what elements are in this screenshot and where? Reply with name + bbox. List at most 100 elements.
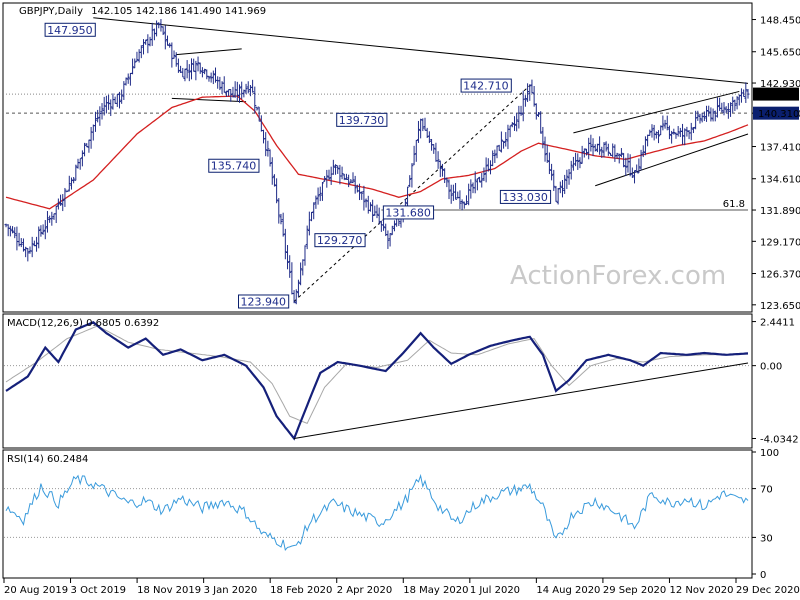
- price-bar: [283, 228, 287, 260]
- price-bar: [696, 110, 700, 121]
- price-bar: [120, 89, 124, 104]
- price-bar: [63, 187, 67, 207]
- price-bar: [425, 127, 429, 138]
- price-bar: [342, 173, 346, 181]
- price-bar: [591, 138, 595, 157]
- annotation-label: 129.270: [317, 234, 363, 247]
- price-bar: [408, 175, 412, 188]
- price-bar: [735, 96, 739, 110]
- price-bar: [589, 134, 593, 152]
- price-bar: [65, 190, 69, 193]
- price-bar: [24, 246, 28, 258]
- price-bar: [432, 144, 436, 154]
- price-bar: [37, 226, 41, 249]
- rsi-line: [5, 473, 749, 551]
- price-bar: [622, 152, 626, 168]
- price-bar: [8, 225, 12, 237]
- price-bar: [676, 126, 680, 137]
- price-bar: [194, 60, 198, 81]
- annotation-label: 133.030: [502, 191, 548, 204]
- price-bar: [729, 102, 733, 117]
- price-bar: [45, 211, 49, 233]
- price-bar: [115, 94, 119, 107]
- price-bar: [200, 67, 204, 78]
- watermark: ActionForex.com: [510, 261, 726, 291]
- price-axis-label: 131.890: [760, 206, 800, 217]
- price-bar: [41, 224, 45, 235]
- price-bar: [281, 212, 285, 237]
- price-bar: [61, 194, 65, 212]
- price-bar: [563, 174, 567, 194]
- price-axis: 148.450 145.650 142.930 140.310 137.410 134.6…: [752, 16, 800, 312]
- price-bar: [667, 125, 671, 140]
- date-label: 2 Apr 2020: [337, 585, 392, 596]
- price-bar: [187, 64, 191, 82]
- trendline-jan-2020-flag-upper: [176, 48, 242, 56]
- price-bar: [183, 68, 187, 82]
- price-bar: [661, 115, 665, 131]
- current-price-box: [753, 87, 799, 101]
- price-bar: [312, 202, 316, 220]
- price-bar: [109, 99, 113, 117]
- price-bar: [392, 220, 396, 232]
- price-bar: [218, 76, 222, 91]
- price-bar: [50, 211, 54, 226]
- symbol-info: GBPJPY,Daily: [19, 6, 83, 17]
- annotation-box: [238, 294, 290, 309]
- price-bar: [672, 128, 676, 135]
- price-bar: [229, 89, 233, 102]
- price-bar: [659, 125, 663, 136]
- price-bar: [135, 51, 139, 62]
- price-bar: [691, 127, 695, 134]
- price-bar: [665, 115, 669, 131]
- price-bar: [347, 174, 351, 188]
- price-bar: [98, 106, 102, 126]
- price-bar: [615, 152, 619, 159]
- price-bar: [268, 149, 272, 167]
- date-label: 29 Sep 2020: [603, 585, 666, 596]
- price-bar: [613, 144, 617, 162]
- price-bar: [454, 182, 458, 200]
- price-bar: [523, 95, 527, 107]
- price-bar: [598, 136, 602, 155]
- price-bar: [406, 186, 410, 206]
- price-bar: [349, 179, 353, 184]
- price-bar: [266, 140, 270, 157]
- price-bar: [532, 85, 536, 107]
- price-bar: [327, 169, 331, 180]
- date-label: 18 Feb 2020: [270, 585, 332, 596]
- price-bar: [648, 129, 652, 136]
- price-bar: [508, 125, 512, 138]
- price-bar: [172, 50, 176, 59]
- price-bar: [445, 177, 449, 188]
- price-bar: [264, 132, 268, 157]
- price-bar: [314, 195, 318, 209]
- price-bar: [251, 79, 255, 93]
- price-bar: [652, 124, 656, 141]
- price-bar: [458, 190, 462, 209]
- price-axis-label: 123.650: [760, 301, 800, 312]
- price-bar: [491, 150, 495, 167]
- price-bar: [536, 112, 540, 117]
- price-bar: [558, 181, 562, 194]
- annotation-box: [208, 158, 260, 173]
- price-bar: [222, 76, 226, 93]
- price-bar: [547, 152, 551, 175]
- trendlines-layer: [6, 17, 749, 302]
- price-bar: [528, 84, 532, 101]
- price-bar: [331, 159, 335, 175]
- chart-title: GBPJPY,Daily 142.105 142.186 141.490 141…: [19, 6, 266, 17]
- price-bar: [133, 58, 137, 69]
- price-bar: [211, 70, 215, 85]
- price-bar: [209, 72, 213, 83]
- price-bar: [362, 185, 366, 211]
- price-bars-layer: [4, 19, 750, 305]
- price-bar: [272, 174, 276, 187]
- price-bar: [427, 131, 431, 144]
- price-bar: [72, 176, 76, 184]
- price-bar: [117, 91, 121, 109]
- rsi-layer: 100 70 30 0: [4, 448, 779, 581]
- trendline-jan-2020-flag-lower: [171, 97, 247, 103]
- price-bar: [519, 105, 523, 116]
- price-bar: [449, 184, 453, 204]
